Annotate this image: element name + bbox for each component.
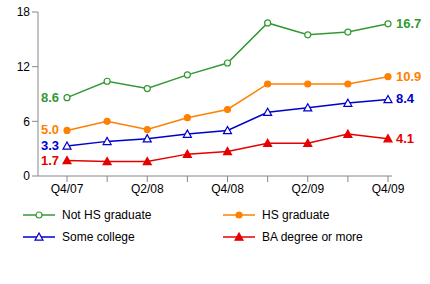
svg-text:6: 6 xyxy=(23,115,30,129)
svg-text:8.4: 8.4 xyxy=(396,91,415,106)
svg-text:10.9: 10.9 xyxy=(396,69,421,84)
svg-text:Q4/07: Q4/07 xyxy=(51,182,84,196)
svg-text:0: 0 xyxy=(23,169,30,183)
svg-text:1.7: 1.7 xyxy=(41,153,59,168)
svg-text:5.0: 5.0 xyxy=(41,122,59,137)
html-text:Not HS graduate: Not HS graduate xyxy=(62,208,152,222)
svg-text:Q2/08: Q2/08 xyxy=(131,182,164,196)
svg-text:16.7: 16.7 xyxy=(396,16,421,31)
svg-text:Q2/09: Q2/09 xyxy=(291,182,324,196)
svg-text:8.6: 8.6 xyxy=(41,90,59,105)
svg-text:18: 18 xyxy=(17,5,31,19)
svg-text:12: 12 xyxy=(17,60,31,74)
html-text:Some college: Some college xyxy=(62,230,135,244)
html-text:BA degree or more: BA degree or more xyxy=(262,230,363,244)
svg-text:Q4/09: Q4/09 xyxy=(372,182,405,196)
svg-text:Q4/08: Q4/08 xyxy=(211,182,244,196)
svg-text:3.3: 3.3 xyxy=(41,138,59,153)
svg-text:4.1: 4.1 xyxy=(396,131,414,146)
html-text:HS graduate: HS graduate xyxy=(262,208,330,222)
